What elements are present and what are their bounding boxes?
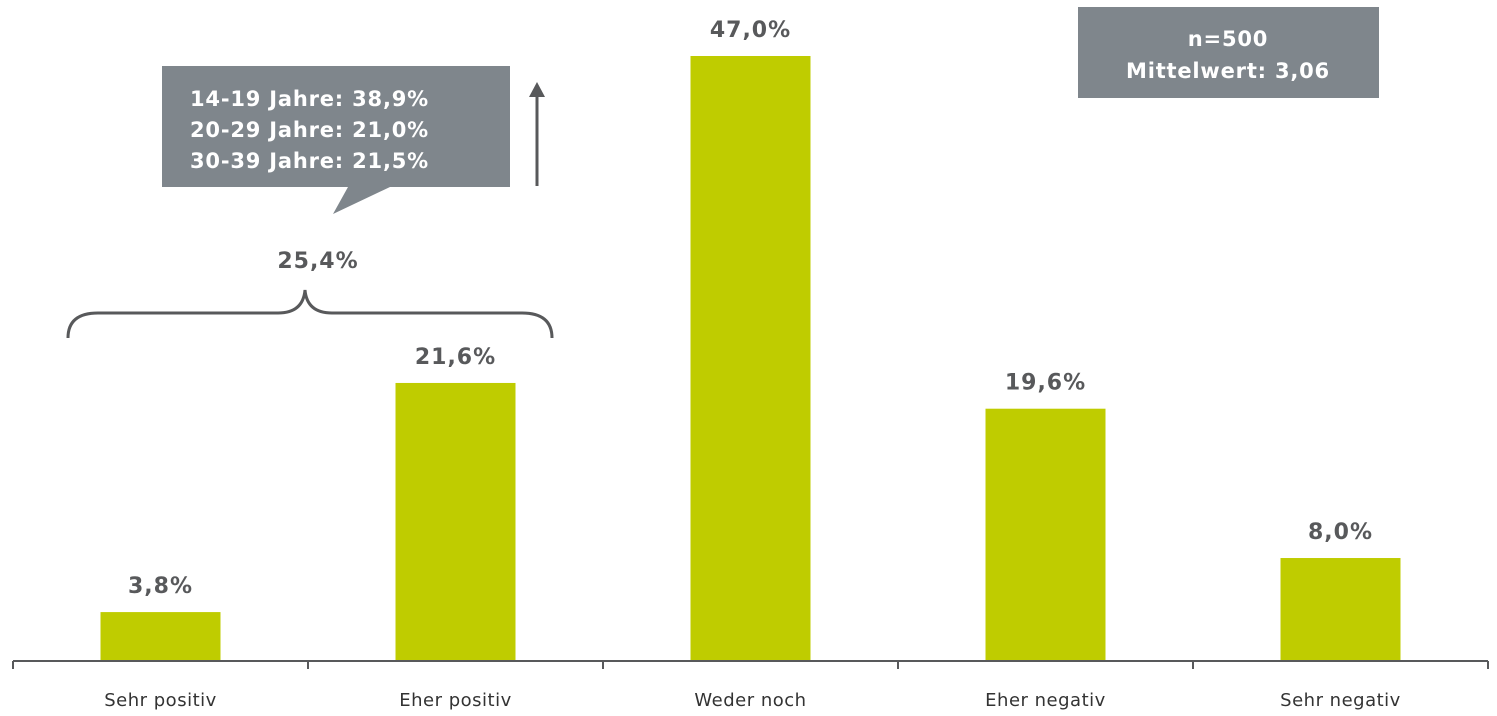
bars-group <box>100 56 1401 661</box>
callout-line-2: 20-29 Jahre: 21,0% <box>190 118 429 142</box>
category-label-sehr-negativ: Sehr negativ <box>1280 690 1401 711</box>
mean-value: Mittelwert: 3,06 <box>1126 59 1330 83</box>
brace <box>66 289 554 339</box>
x-axis-ticks <box>12 661 1489 669</box>
callout-line-1: 14-19 Jahre: 38,9% <box>190 87 429 111</box>
bar-eher-negativ <box>985 408 1106 661</box>
value-label-eher-positiv: 21,6% <box>415 345 496 370</box>
bar-sehr-positiv <box>100 612 221 661</box>
info-box-bg <box>1078 7 1379 98</box>
value-label-eher-negativ: 19,6% <box>1005 371 1086 396</box>
callout-box <box>162 66 510 214</box>
info-box: n=500 Mittelwert: 3,06 <box>1078 7 1379 98</box>
value-label-sehr-negativ: 8,0% <box>1308 520 1373 545</box>
category-label-eher-positiv: Eher positiv <box>399 690 512 711</box>
category-labels-group: Sehr positiv Eher positiv Weder noch Eher n… <box>104 690 1401 711</box>
bar-weder-noch <box>690 56 811 661</box>
category-label-weder-noch: Weder noch <box>694 690 806 711</box>
callout-line-3: 30-39 Jahre: 21,5% <box>190 149 429 173</box>
bar-eher-positiv <box>395 382 516 661</box>
category-label-eher-negativ: Eher negativ <box>985 690 1106 711</box>
value-label-weder-noch: 47,0% <box>710 18 791 43</box>
category-label-sehr-positiv: Sehr positiv <box>104 690 217 711</box>
value-labels-group: 3,8% 21,6% 47,0% 19,6% 8,0% <box>128 18 1373 599</box>
value-label-sehr-positiv: 3,8% <box>128 574 193 599</box>
brace-label: 25,4% <box>277 249 358 274</box>
bar-sehr-negativ <box>1280 558 1401 661</box>
sample-size: n=500 <box>1188 27 1268 51</box>
age-callout: 14-19 Jahre: 38,9% 20-29 Jahre: 21,0% 30… <box>162 66 510 214</box>
up-arrow-icon <box>529 82 545 186</box>
